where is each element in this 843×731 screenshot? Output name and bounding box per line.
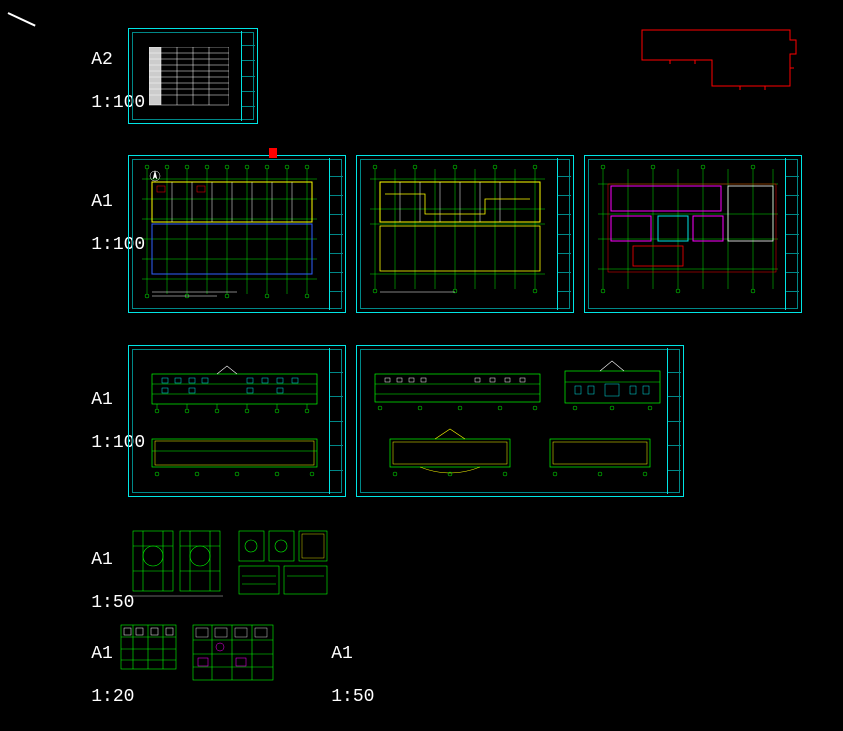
sheet-label-r4: A1 1:50 bbox=[48, 528, 134, 636]
red-marker bbox=[269, 148, 277, 158]
elevation-content bbox=[137, 356, 327, 486]
detail-content bbox=[234, 526, 334, 602]
floorplan-content bbox=[593, 164, 783, 304]
titleblock bbox=[329, 348, 343, 494]
titleblock bbox=[329, 158, 343, 310]
detail-content bbox=[128, 526, 228, 602]
red-building-outline bbox=[640, 28, 805, 93]
sheet-scale: 1:20 bbox=[91, 687, 134, 707]
drawing-sheet-plan-2[interactable] bbox=[356, 155, 574, 313]
titleblock bbox=[557, 158, 571, 310]
plan-content bbox=[149, 47, 229, 107]
drawing-sheet-elev-1[interactable] bbox=[128, 345, 346, 497]
drawing-sheet-a2[interactable] bbox=[128, 28, 258, 124]
titleblock bbox=[241, 31, 255, 121]
titleblock bbox=[667, 348, 681, 494]
drawing-detail-small-1[interactable] bbox=[118, 622, 180, 674]
cad-modelspace-canvas[interactable]: A2 1:100 A1 1:100 A1 1:100 A1 1:50 A1 1:… bbox=[0, 0, 843, 731]
drawing-detail-small-2[interactable] bbox=[190, 622, 278, 684]
detail-content bbox=[190, 622, 278, 684]
titleblock bbox=[785, 158, 799, 310]
sheet-size: A1 bbox=[91, 550, 113, 570]
sheet-size: A1 bbox=[91, 192, 113, 212]
floorplan-content bbox=[365, 164, 555, 304]
sheet-size: A1 bbox=[91, 644, 113, 664]
drawing-sheet-plan-1[interactable] bbox=[128, 155, 346, 313]
sheet-size: A2 bbox=[91, 50, 113, 70]
detail-content bbox=[118, 622, 180, 674]
sheet-size: A1 bbox=[331, 644, 353, 664]
sheet-label-r5b: A1 1:50 bbox=[288, 622, 374, 730]
drawing-sheet-elev-2[interactable] bbox=[356, 345, 684, 497]
drawing-detail-1[interactable] bbox=[128, 526, 228, 602]
drawing-sheet-plan-3[interactable] bbox=[584, 155, 802, 313]
floorplan-content bbox=[137, 164, 327, 304]
drawing-detail-2[interactable] bbox=[234, 526, 334, 602]
sheet-scale: 1:50 bbox=[331, 687, 374, 707]
sheet-size: A1 bbox=[91, 390, 113, 410]
leader-line bbox=[8, 12, 36, 26]
elevation-content bbox=[365, 356, 665, 486]
